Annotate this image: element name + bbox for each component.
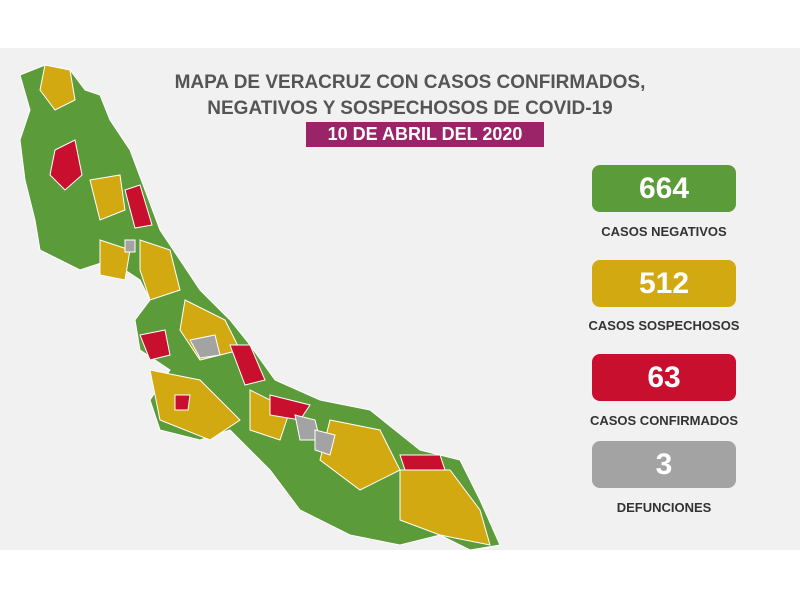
title-line: NEGATIVOS Y SOSPECHOSOS DE COVID-19 (207, 98, 613, 119)
stat-value: 63 (592, 354, 736, 401)
stat-label: DEFUNCIONES (616, 500, 712, 515)
stat-value: 512 (592, 260, 736, 307)
stat-value: 664 (592, 165, 736, 212)
state-map (19, 64, 501, 551)
stat-label: CASOS SOSPECHOSOS (588, 318, 740, 333)
stat-value: 3 (592, 441, 736, 488)
death-areas (124, 239, 336, 456)
stat-label: CASOS CONFIRMADOS (589, 413, 739, 428)
date-banner: 10 DE ABRIL DEL 2020 (306, 122, 544, 147)
stat-label: CASOS NEGATIVOS (601, 224, 727, 239)
confirmed-areas (49, 139, 446, 471)
title-line: MAPA DE VERACRUZ CON CASOS CONFIRMADOS, (174, 72, 646, 93)
